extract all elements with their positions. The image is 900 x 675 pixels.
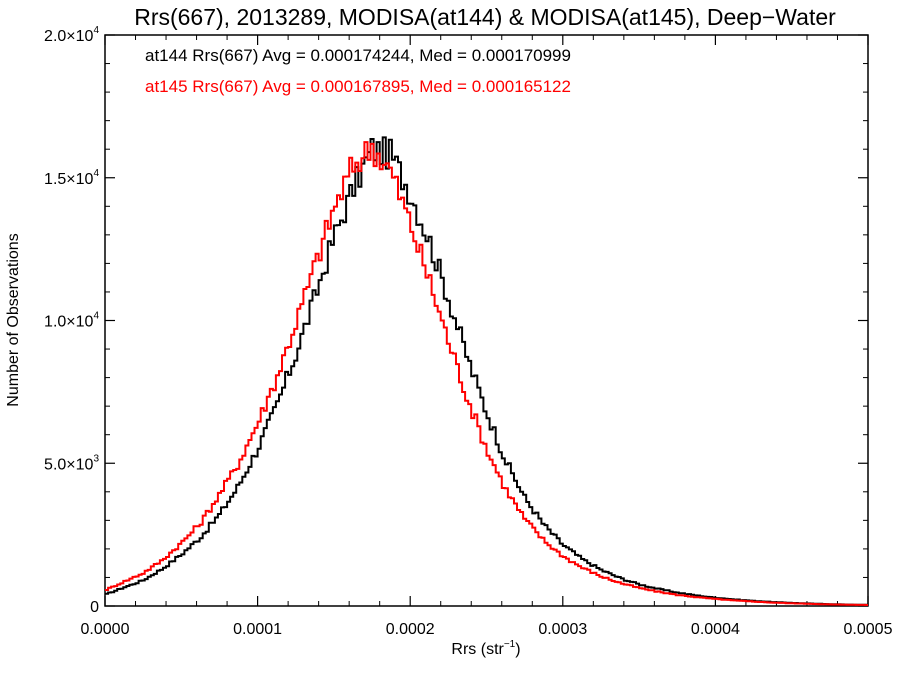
series-layer — [105, 136, 868, 606]
y-tick-label: 1.0×104 — [44, 311, 99, 331]
y-axis-ticks: 0 5.0×103 1.0×104 1.5×104 2.0×104 — [44, 25, 868, 616]
y-axis-label: Number of Observations — [5, 233, 22, 406]
stats-line-2: at145 Rrs(667) Avg = 0.000167895, Med = … — [145, 77, 571, 96]
y-tick-label: 5.0×103 — [44, 453, 99, 473]
x-axis-ticks: 0.0000 0.0001 0.0002 0.0003 0.0004 0.0005 — [81, 35, 893, 638]
series-line-1 — [105, 136, 868, 606]
x-tick-label: 0.0001 — [233, 621, 282, 638]
x-axis-label-close: ) — [515, 641, 520, 658]
x-tick-label: 0.0002 — [386, 621, 435, 638]
x-axis-label-sup: −1 — [504, 639, 516, 650]
x-tick-label: 0.0004 — [691, 621, 740, 638]
chart-title: Rrs(667), 2013289, MODISA(at144) & MODIS… — [134, 4, 836, 30]
x-tick-label: 0.0005 — [844, 621, 893, 638]
plot-frame — [104, 34, 869, 607]
x-axis-label-main: Rrs (str — [451, 641, 504, 658]
y-tick-label: 1.5×104 — [44, 168, 99, 188]
y-tick-label: 0 — [90, 599, 99, 616]
y-tick-label: 2.0×104 — [44, 25, 99, 45]
series-line-2 — [105, 141, 868, 606]
x-axis-label: Rrs (str−1) — [451, 639, 520, 658]
x-tick-label: 0.0000 — [81, 621, 130, 638]
x-tick-label: 0.0003 — [538, 621, 587, 638]
stats-annotations: at144 Rrs(667) Avg = 0.000174244, Med = … — [145, 46, 571, 96]
stats-line-1: at144 Rrs(667) Avg = 0.000174244, Med = … — [145, 46, 571, 65]
